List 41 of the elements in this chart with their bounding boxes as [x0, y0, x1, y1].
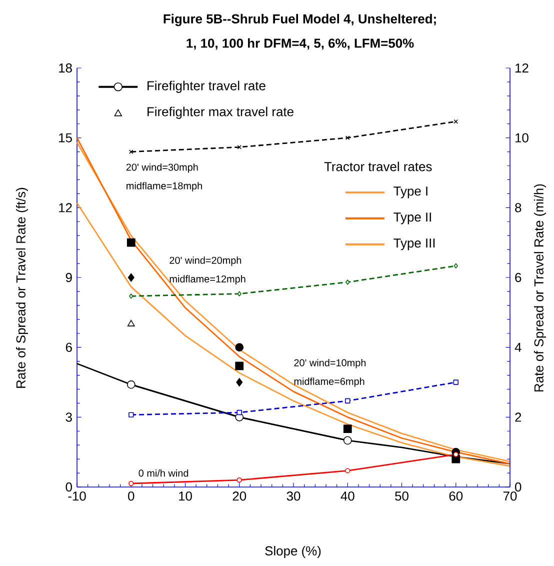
y2-tick-label: 6 — [515, 272, 522, 282]
y2-tick-label: 12 — [516, 63, 528, 73]
x-tick-label: 70 — [503, 492, 517, 501]
legend-label: Firefighter travel rate — [148, 80, 266, 93]
x-tick-label: 50 — [395, 492, 408, 501]
x-tick-label: 60 — [449, 492, 463, 501]
y2-tick-label: 10 — [516, 133, 528, 142]
annotation: 20' wind=10mph — [294, 358, 366, 368]
x-tick-label: 0 — [128, 492, 134, 501]
y2-tick-label: 4 — [514, 342, 522, 352]
annotation: midflame=6mph — [294, 378, 364, 387]
y-tick-label: 9 — [66, 272, 72, 282]
y2-tick-label: 2 — [515, 412, 522, 422]
legend-label: Type III — [394, 238, 435, 250]
y2-tick-label: 0 — [515, 482, 522, 492]
y-tick-label: 0 — [66, 482, 72, 492]
y2-tick-label: 8 — [515, 203, 522, 212]
annotation: 20' wind=30mph — [126, 163, 198, 173]
y-tick-label: 3 — [66, 412, 72, 422]
chart-subtitle: 1, 10, 100 hr DFM=4, 5, 6%, LFM=50% — [186, 38, 414, 50]
x-tick-label: 30 — [286, 492, 300, 501]
x-tick-label: 10 — [179, 492, 192, 501]
annotation: midflame=12mph — [170, 275, 246, 284]
y-tick-label: 12 — [59, 203, 72, 212]
annotation: 0 mi/h wind — [138, 469, 188, 477]
x-axis-title: Slope (%) — [265, 546, 321, 558]
annotation: midflame=18mph — [126, 182, 202, 192]
y-tick-label: 18 — [59, 63, 72, 73]
x-tick-label: 20 — [232, 492, 246, 501]
y2-axis-title: Rate of Spread or Travel Rate (mi/h) — [534, 184, 546, 392]
annotation: 20' wind=20mph — [170, 256, 242, 266]
legend-label: Firefighter max travel rate — [148, 106, 294, 119]
chart-title: Figure 5B--Shrub Fuel Model 4, Unsheltered; — [164, 14, 436, 26]
y-tick-label: 6 — [66, 342, 72, 352]
legend-title: Tractor travel rates — [324, 162, 432, 172]
y-tick-label: 15 — [59, 133, 72, 142]
legend-label: Type II — [394, 212, 431, 224]
x-tick-label: 40 — [340, 492, 354, 501]
legend-label: Type I — [394, 186, 428, 198]
x-tick-label: -10 — [68, 492, 86, 501]
y-axis-title: Rate of Spread or Travel Rate (ft/s) — [16, 188, 28, 388]
